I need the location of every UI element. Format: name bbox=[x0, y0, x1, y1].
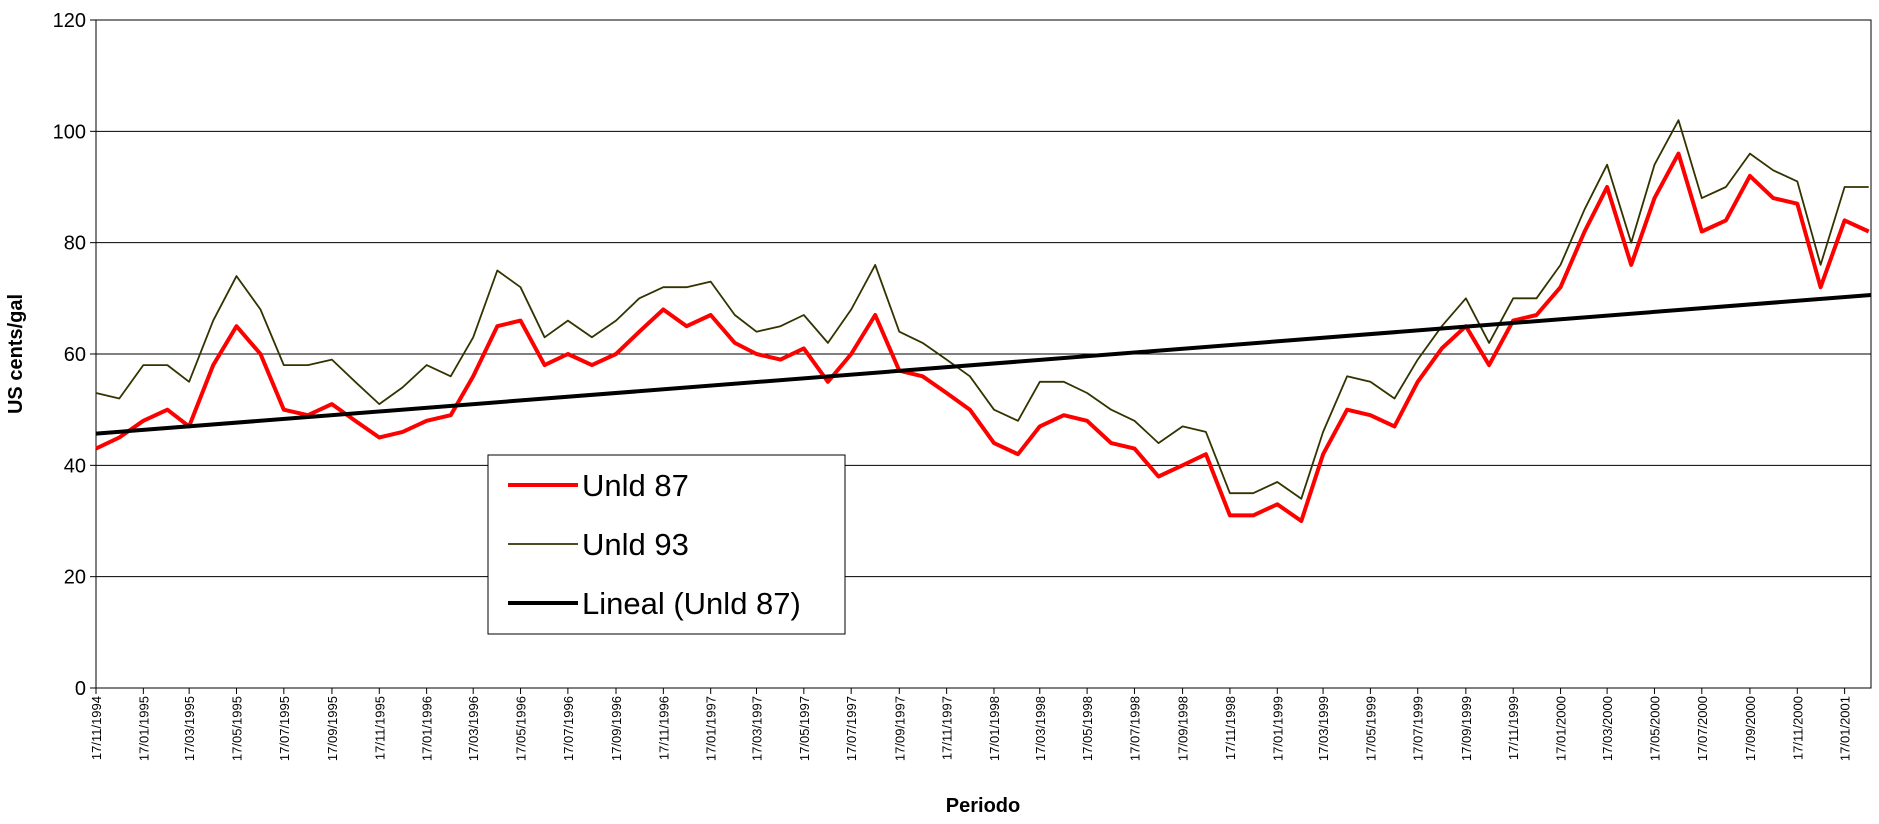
x-tick-label: 17/03/1997 bbox=[749, 696, 764, 761]
x-tick-label: 17/03/1998 bbox=[1033, 696, 1048, 761]
x-axis-title: Periodo bbox=[946, 795, 1020, 817]
y-tick-label: 0 bbox=[75, 678, 86, 700]
x-tick-label: 17/11/1997 bbox=[940, 696, 955, 760]
y-tick-label: 60 bbox=[64, 344, 86, 366]
x-tick-label: 17/07/1995 bbox=[277, 696, 292, 761]
x-tick-label: 17/01/1997 bbox=[704, 696, 719, 761]
x-tick-label: 17/07/1997 bbox=[844, 696, 859, 761]
x-tick-label: 17/01/2000 bbox=[1554, 696, 1569, 761]
x-tick-label: 17/03/1999 bbox=[1316, 696, 1331, 761]
y-tick-label: 100 bbox=[53, 121, 86, 143]
x-tick-label: 17/05/1995 bbox=[229, 696, 244, 761]
x-tick-label: 17/09/1998 bbox=[1176, 696, 1191, 761]
x-tick-label: 17/11/1995 bbox=[372, 696, 387, 760]
x-tick-label: 17/05/1997 bbox=[797, 696, 812, 761]
y-tick-label: 20 bbox=[64, 567, 86, 589]
legend-label: Lineal (Unld 87) bbox=[582, 586, 801, 621]
x-tick-label: 17/01/2001 bbox=[1838, 696, 1853, 761]
x-tick-label: 17/05/2000 bbox=[1647, 696, 1662, 761]
x-tick-label: 17/11/1998 bbox=[1223, 696, 1238, 760]
y-tick-label: 80 bbox=[64, 233, 86, 255]
legend-label: Unld 93 bbox=[582, 527, 689, 562]
series-line bbox=[95, 151, 1870, 523]
x-tick-label: 17/05/1996 bbox=[514, 696, 529, 761]
x-tick-label: 17/09/1995 bbox=[325, 696, 340, 761]
x-tick-label: 17/11/2000 bbox=[1790, 696, 1805, 760]
x-tick-label: 17/07/2000 bbox=[1695, 696, 1710, 761]
x-tick-label: 17/01/1995 bbox=[136, 696, 151, 761]
y-tick-label: 40 bbox=[64, 455, 86, 477]
x-tick-label: 17/11/1999 bbox=[1506, 696, 1521, 760]
legend-label: Unld 87 bbox=[582, 468, 689, 503]
x-tick-label: 17/01/1996 bbox=[420, 696, 435, 761]
y-axis-title: US cents/gal bbox=[5, 294, 27, 414]
x-tick-label: 17/05/1999 bbox=[1363, 696, 1378, 761]
y-tick-label: 120 bbox=[53, 10, 86, 32]
x-tick-label: 17/03/1996 bbox=[466, 696, 481, 761]
x-tick-label: 17/01/1999 bbox=[1270, 696, 1285, 761]
x-tick-label: 17/03/2000 bbox=[1600, 696, 1615, 761]
x-tick-label: 17/11/1996 bbox=[656, 696, 671, 760]
x-tick-label: 17/09/2000 bbox=[1743, 696, 1758, 761]
x-tick-label: 17/11/1994 bbox=[89, 696, 104, 760]
x-tick-label: 17/05/1998 bbox=[1080, 696, 1095, 761]
x-tick-label: 17/03/1995 bbox=[182, 696, 197, 761]
x-tick-label: 17/09/1999 bbox=[1459, 696, 1474, 761]
x-tick-label: 17/09/1996 bbox=[609, 696, 624, 761]
series-line bbox=[95, 119, 1869, 500]
x-tick-label: 17/07/1996 bbox=[561, 696, 576, 761]
x-tick-label: 17/01/1998 bbox=[987, 696, 1002, 761]
x-tick-label: 17/07/1999 bbox=[1411, 696, 1426, 761]
x-tick-label: 17/09/1997 bbox=[892, 696, 907, 761]
x-tick-label: 17/07/1998 bbox=[1127, 696, 1142, 761]
legend: Unld 87 Unld 93 Lineal (Unld 87) bbox=[487, 454, 846, 635]
series-line bbox=[95, 293, 1872, 436]
